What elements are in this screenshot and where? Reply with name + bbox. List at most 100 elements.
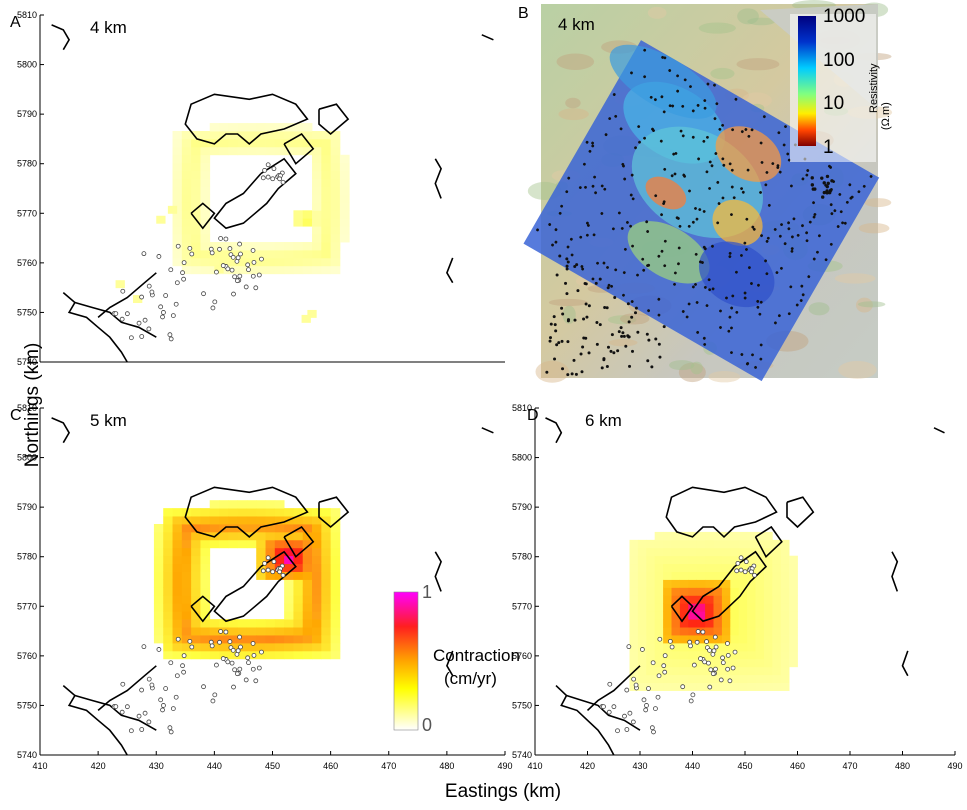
heat-cell — [228, 138, 239, 148]
heat-cell — [772, 611, 782, 620]
mt-station — [757, 283, 760, 287]
mt-station — [740, 130, 744, 134]
colorbar-tick-label: 1 — [422, 582, 432, 602]
heat-cell — [330, 611, 341, 620]
heat-cell — [172, 210, 183, 219]
earthquake-marker — [163, 686, 169, 691]
mt-station — [689, 85, 692, 88]
heat-cell — [637, 674, 647, 684]
earthquake-marker — [168, 729, 174, 735]
earthquake-marker — [688, 643, 693, 649]
heat-cell — [302, 595, 313, 604]
heat-cell — [671, 603, 681, 612]
coast-line — [891, 551, 899, 592]
heat-cell — [646, 635, 656, 644]
heat-cell — [688, 555, 698, 565]
earthquake-marker — [265, 174, 271, 180]
x-tick-label: 440 — [685, 761, 700, 771]
heat-cell — [780, 603, 790, 612]
heat-cell — [172, 595, 183, 604]
coast-line — [446, 257, 454, 284]
mt-station — [754, 366, 757, 369]
earthquake-marker — [113, 311, 119, 317]
heat-cell — [763, 642, 773, 652]
heat-cell — [172, 619, 183, 628]
mt-station — [711, 244, 714, 248]
heat-cell — [265, 500, 276, 509]
mt-station — [805, 173, 809, 177]
heat-cell — [209, 635, 220, 644]
mt-station — [702, 139, 706, 143]
heat-cell — [789, 603, 798, 612]
heat-cell — [284, 571, 294, 580]
heat-cell — [321, 539, 332, 549]
heat-cell — [181, 218, 192, 227]
heat-cell — [730, 682, 740, 691]
heat-cell — [755, 579, 765, 588]
mt-station — [820, 176, 824, 180]
heat-cell — [321, 531, 332, 541]
heat-cell — [191, 595, 201, 604]
mt-station — [606, 266, 609, 269]
heat-cell — [780, 547, 790, 557]
heat-cell — [696, 666, 706, 676]
mt-station — [593, 175, 596, 179]
heat-cell — [191, 249, 201, 259]
earthquake-marker — [237, 666, 243, 672]
mt-station — [745, 217, 749, 221]
mt-station — [617, 211, 621, 215]
heat-cell — [246, 531, 257, 541]
heat-cell — [172, 257, 183, 267]
heat-cell — [312, 249, 322, 259]
heat-cell — [163, 531, 173, 541]
mt-station — [708, 160, 712, 164]
heat-cell — [330, 635, 341, 644]
earthquake-marker — [607, 681, 613, 687]
mt-station — [585, 315, 589, 319]
y-tick-label: 5790 — [512, 502, 532, 512]
heat-cell — [713, 539, 723, 549]
lake-outline — [665, 486, 778, 538]
mt-station — [841, 221, 844, 225]
mt-station — [766, 236, 770, 240]
heat-cell — [302, 218, 313, 227]
heat-cell — [191, 611, 201, 620]
mt-station — [564, 281, 568, 285]
heat-cell — [191, 226, 201, 235]
heat-cell — [330, 603, 341, 612]
heat-cell — [721, 611, 731, 620]
mt-station — [612, 351, 616, 355]
heat-cell — [181, 210, 192, 219]
heat-cell — [721, 587, 731, 596]
lake-outline — [318, 103, 350, 136]
earthquake-marker — [167, 725, 173, 731]
mt-station — [759, 300, 763, 304]
earthquake-marker — [119, 316, 125, 322]
earthquake-marker — [734, 568, 740, 574]
colorbar-tick-label: 10 — [823, 93, 844, 114]
heat-cell — [755, 555, 765, 565]
heat-cell — [302, 242, 313, 251]
terrain-shade — [737, 8, 759, 25]
mt-station — [810, 176, 814, 180]
heat-cell — [274, 635, 285, 644]
mt-station — [591, 141, 594, 145]
heat-cell — [219, 516, 229, 525]
earthquake-marker — [209, 250, 215, 256]
heat-cell — [713, 555, 723, 565]
heat-cell — [330, 170, 341, 179]
heat-cell — [705, 635, 714, 644]
mt-station — [582, 317, 586, 321]
earthquake-marker — [227, 639, 233, 644]
heat-cell — [321, 202, 332, 211]
heat-cell — [772, 555, 782, 565]
mt-station — [782, 143, 786, 147]
heat-cell — [172, 170, 183, 179]
earthquake-marker — [136, 713, 142, 719]
heat-cell — [153, 563, 164, 572]
heat-cell — [172, 555, 183, 565]
heat-cell — [747, 619, 756, 628]
heat-cell — [747, 595, 756, 604]
heat-cell — [172, 130, 183, 140]
heat-cell — [237, 523, 248, 533]
